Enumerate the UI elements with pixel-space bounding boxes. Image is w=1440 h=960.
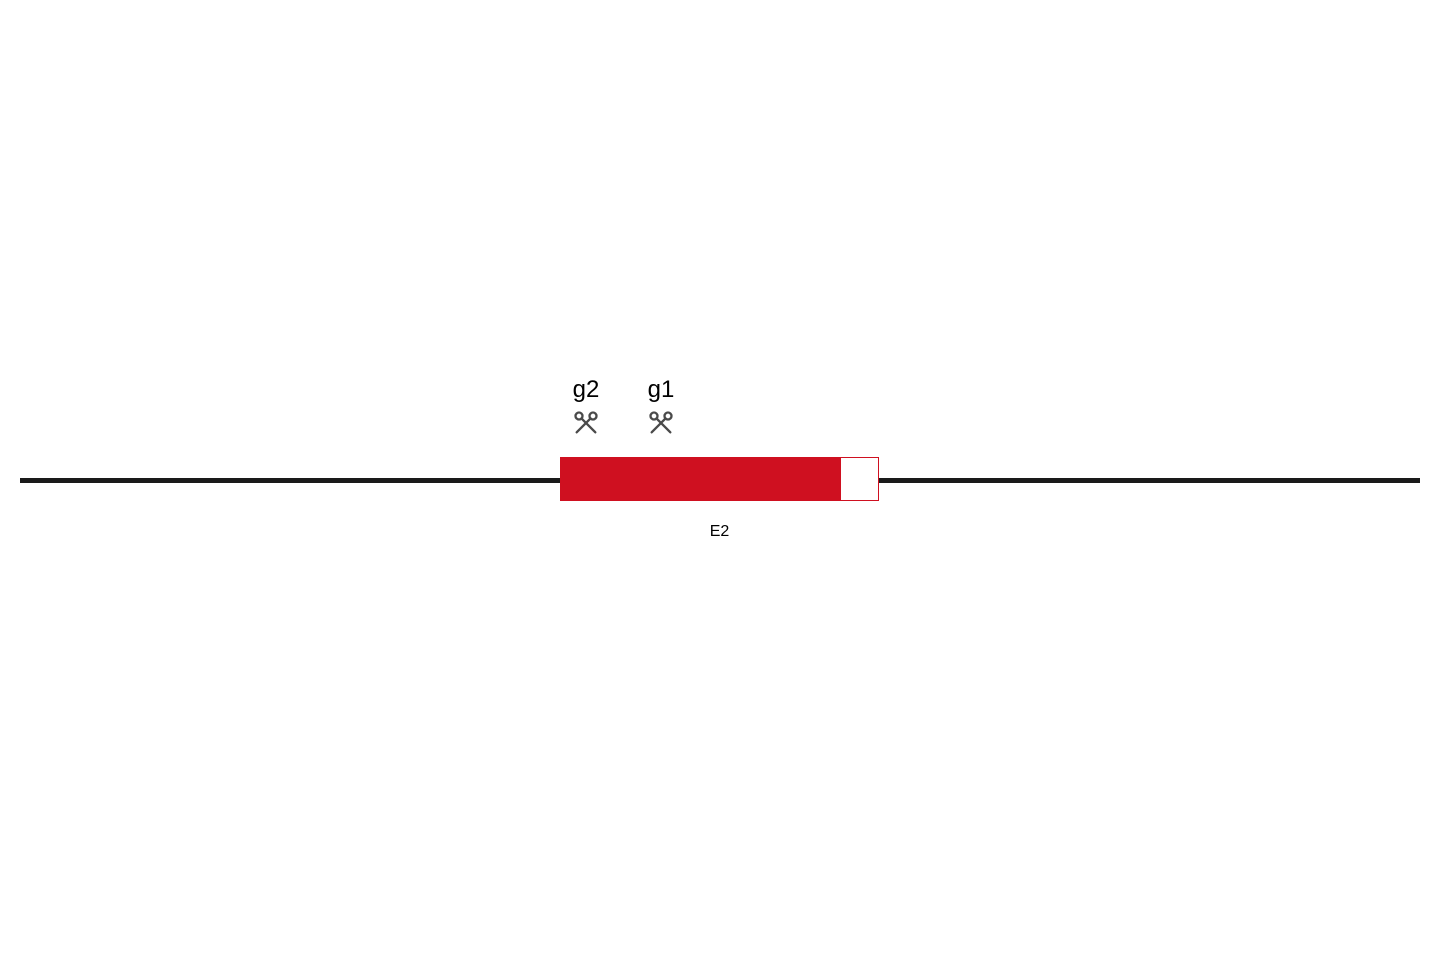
guide-label-g2: g2 — [573, 376, 600, 404]
gene-diagram: E2 g2 g1 — [0, 0, 1440, 960]
exon-label: E2 — [710, 523, 730, 541]
exon-fill — [560, 457, 841, 501]
guide-label-g1: g1 — [648, 376, 675, 404]
scissors-icon — [572, 409, 600, 442]
scissors-icon — [647, 409, 675, 442]
